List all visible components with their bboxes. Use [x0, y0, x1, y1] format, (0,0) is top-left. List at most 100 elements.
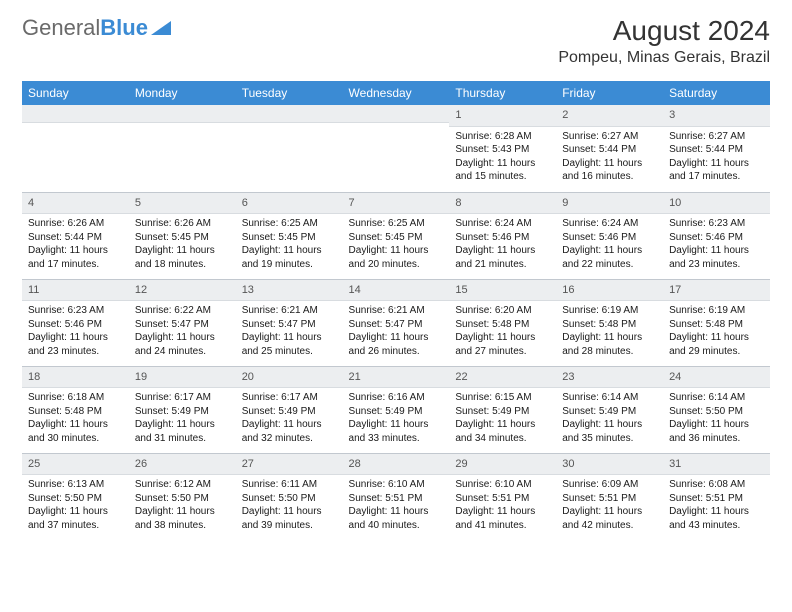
day-number: 15	[449, 280, 556, 302]
day-line: and 40 minutes.	[349, 519, 444, 533]
day-line: and 31 minutes.	[135, 432, 230, 446]
day-line: Daylight: 11 hours	[669, 157, 764, 171]
day-line: and 17 minutes.	[28, 258, 123, 272]
day-number: 23	[556, 367, 663, 389]
day-line: and 30 minutes.	[28, 432, 123, 446]
day-line: and 33 minutes.	[349, 432, 444, 446]
calendar-day-cell	[343, 105, 450, 192]
day-line: Sunrise: 6:13 AM	[28, 478, 123, 492]
day-line: and 38 minutes.	[135, 519, 230, 533]
day-line: Daylight: 11 hours	[562, 244, 657, 258]
day-line: Sunrise: 6:14 AM	[562, 391, 657, 405]
day-line: Sunrise: 6:27 AM	[669, 130, 764, 144]
location-subtitle: Pompeu, Minas Gerais, Brazil	[558, 49, 770, 67]
day-line: and 21 minutes.	[455, 258, 550, 272]
calendar-day-cell	[22, 105, 129, 192]
day-line: Daylight: 11 hours	[562, 331, 657, 345]
day-number: 11	[22, 280, 129, 302]
day-line: Sunset: 5:49 PM	[455, 405, 550, 419]
calendar-day-cell: 31Sunrise: 6:08 AMSunset: 5:51 PMDayligh…	[663, 453, 770, 540]
calendar-week-row: 1Sunrise: 6:28 AMSunset: 5:43 PMDaylight…	[22, 105, 770, 192]
day-content: Sunrise: 6:15 AMSunset: 5:49 PMDaylight:…	[449, 388, 556, 449]
day-line: Sunset: 5:46 PM	[455, 231, 550, 245]
day-line: Sunrise: 6:17 AM	[135, 391, 230, 405]
day-line: Sunrise: 6:10 AM	[349, 478, 444, 492]
day-number: 4	[22, 193, 129, 215]
weekday-header: Tuesday	[236, 81, 343, 105]
day-line: Daylight: 11 hours	[28, 505, 123, 519]
day-line: and 41 minutes.	[455, 519, 550, 533]
day-number: 29	[449, 454, 556, 476]
day-number: 3	[663, 105, 770, 127]
day-number: 17	[663, 280, 770, 302]
day-content: Sunrise: 6:19 AMSunset: 5:48 PMDaylight:…	[556, 301, 663, 362]
calendar-day-cell: 29Sunrise: 6:10 AMSunset: 5:51 PMDayligh…	[449, 453, 556, 540]
calendar-day-cell: 27Sunrise: 6:11 AMSunset: 5:50 PMDayligh…	[236, 453, 343, 540]
day-line: Sunset: 5:49 PM	[562, 405, 657, 419]
day-content: Sunrise: 6:27 AMSunset: 5:44 PMDaylight:…	[556, 127, 663, 188]
day-content: Sunrise: 6:24 AMSunset: 5:46 PMDaylight:…	[449, 214, 556, 275]
day-line: and 36 minutes.	[669, 432, 764, 446]
day-number: 10	[663, 193, 770, 215]
day-line: Sunrise: 6:19 AM	[562, 304, 657, 318]
calendar-day-cell: 18Sunrise: 6:18 AMSunset: 5:48 PMDayligh…	[22, 366, 129, 453]
calendar-day-cell: 17 Sunrise: 6:19 AMSunset: 5:48 PMDayligh…	[663, 279, 770, 366]
day-line: Sunrise: 6:24 AM	[455, 217, 550, 231]
day-line: Daylight: 11 hours	[28, 331, 123, 345]
day-line: Sunset: 5:51 PM	[455, 492, 550, 506]
day-line: Daylight: 11 hours	[669, 244, 764, 258]
day-line: and 28 minutes.	[562, 345, 657, 359]
day-line: Daylight: 11 hours	[455, 157, 550, 171]
day-line: Sunrise: 6:22 AM	[135, 304, 230, 318]
day-line: Sunset: 5:48 PM	[669, 318, 764, 332]
day-line: Sunset: 5:44 PM	[28, 231, 123, 245]
day-line: Sunset: 5:50 PM	[242, 492, 337, 506]
day-line: Sunset: 5:51 PM	[562, 492, 657, 506]
day-line: Daylight: 11 hours	[242, 331, 337, 345]
day-line: Daylight: 11 hours	[242, 418, 337, 432]
day-content: Sunrise: 6:08 AMSunset: 5:51 PMDaylight:…	[663, 475, 770, 536]
day-line: Daylight: 11 hours	[349, 505, 444, 519]
day-line: Sunrise: 6:10 AM	[455, 478, 550, 492]
day-number: 5	[129, 193, 236, 215]
day-line: Sunrise: 6:14 AM	[669, 391, 764, 405]
calendar-week-row: 25Sunrise: 6:13 AMSunset: 5:50 PMDayligh…	[22, 453, 770, 540]
day-number: 18	[22, 367, 129, 389]
weekday-header-row: Sunday Monday Tuesday Wednesday Thursday…	[22, 81, 770, 105]
day-line: Sunset: 5:47 PM	[349, 318, 444, 332]
day-line: Sunset: 5:47 PM	[242, 318, 337, 332]
day-line: Sunset: 5:48 PM	[28, 405, 123, 419]
day-content: Sunrise: 6:26 AMSunset: 5:45 PMDaylight:…	[129, 214, 236, 275]
triangle-icon	[151, 15, 171, 41]
day-number: 30	[556, 454, 663, 476]
day-line: and 16 minutes.	[562, 170, 657, 184]
calendar-day-cell: 12Sunrise: 6:22 AMSunset: 5:47 PMDayligh…	[129, 279, 236, 366]
calendar-day-cell: 24Sunrise: 6:14 AMSunset: 5:50 PMDayligh…	[663, 366, 770, 453]
day-line: Daylight: 11 hours	[669, 331, 764, 345]
weekday-header: Sunday	[22, 81, 129, 105]
day-content: Sunrise: 6:22 AMSunset: 5:47 PMDaylight:…	[129, 301, 236, 362]
day-line: and 24 minutes.	[135, 345, 230, 359]
calendar-day-cell: 20Sunrise: 6:17 AMSunset: 5:49 PMDayligh…	[236, 366, 343, 453]
day-line: Daylight: 11 hours	[562, 505, 657, 519]
weekday-header: Wednesday	[343, 81, 450, 105]
calendar-day-cell	[129, 105, 236, 192]
day-number: 1	[449, 105, 556, 127]
day-line: Sunset: 5:47 PM	[135, 318, 230, 332]
day-line: and 23 minutes.	[669, 258, 764, 272]
calendar-day-cell: 8Sunrise: 6:24 AMSunset: 5:46 PMDaylight…	[449, 192, 556, 279]
day-line: Sunset: 5:46 PM	[28, 318, 123, 332]
day-line: Sunrise: 6:19 AM	[669, 304, 764, 318]
calendar-day-cell: 7Sunrise: 6:25 AMSunset: 5:45 PMDaylight…	[343, 192, 450, 279]
day-line: Sunset: 5:50 PM	[669, 405, 764, 419]
day-number	[22, 105, 129, 123]
day-content: Sunrise: 6:28 AMSunset: 5:43 PMDaylight:…	[449, 127, 556, 188]
calendar-day-cell: 9Sunrise: 6:24 AMSunset: 5:46 PMDaylight…	[556, 192, 663, 279]
day-line: Sunrise: 6:16 AM	[349, 391, 444, 405]
day-content: Sunrise: 6:18 AMSunset: 5:48 PMDaylight:…	[22, 388, 129, 449]
weekday-header: Saturday	[663, 81, 770, 105]
calendar-day-cell: 10Sunrise: 6:23 AMSunset: 5:46 PMDayligh…	[663, 192, 770, 279]
day-line: Sunrise: 6:23 AM	[669, 217, 764, 231]
day-content: Sunrise: 6:12 AMSunset: 5:50 PMDaylight:…	[129, 475, 236, 536]
day-line: and 39 minutes.	[242, 519, 337, 533]
